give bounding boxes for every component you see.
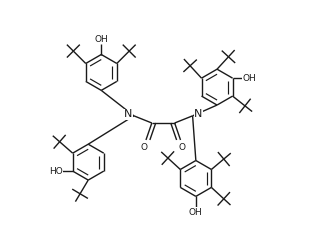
Text: O: O — [179, 143, 186, 152]
Text: OH: OH — [243, 74, 256, 83]
Text: OH: OH — [189, 208, 203, 216]
Text: HO: HO — [49, 167, 63, 176]
Text: O: O — [141, 143, 148, 152]
Text: N: N — [194, 109, 203, 119]
Text: OH: OH — [94, 35, 108, 44]
Text: N: N — [124, 109, 132, 119]
